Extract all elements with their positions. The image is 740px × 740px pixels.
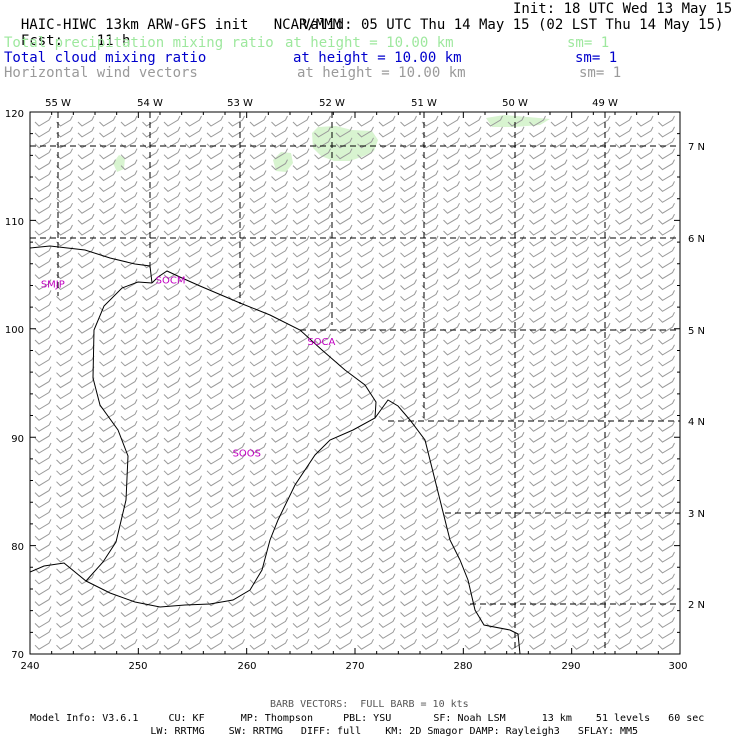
lat-label: 7 N [688,142,705,153]
station-label-socm: SOCM [156,275,186,286]
coastline-north-west [30,245,153,284]
station-label-smjp: SMJP [41,280,65,291]
field-height-precip: at height = 10.00 km [285,35,454,51]
latitude-labels: 7 N 6 N 5 N 4 N 3 N 2 N [688,142,705,611]
field-name-cloud: Total cloud mixing ratio [4,50,207,66]
valid-time: Valid: 05 UTC Thu 14 May 15 (02 LST Thu … [302,17,724,33]
plot-frame [29,111,681,655]
axis-ticks [29,111,681,655]
model-title: HAIC-HIWC 13km ARW-GFS init NCAR/MMM [4,1,341,33]
wind-vector-field [34,115,675,650]
y-tick-label: 100 [5,325,24,336]
barb-legend: BARB VECTORS: FULL BARB = 10 kts [270,699,469,710]
model-info-line2: LW: RRTMG SW: RRTMG DIFF: full KM: 2D Sm… [30,726,639,737]
lat-label: 6 N [688,234,705,245]
lon-label: 54 W [137,98,163,109]
forecast-hour: Fcst: 11 h [4,17,131,49]
x-tick-label: 300 [668,661,687,672]
precip-patch [113,155,125,172]
x-tick-label: 270 [345,661,364,672]
x-tick-label: 260 [237,661,256,672]
precip-patch [486,115,550,127]
y-tick-label: 70 [11,650,24,661]
field-sm-precip: sm= 1 [567,35,610,51]
lat-label: 2 N [688,600,705,611]
y-tick-label: 120 [5,109,24,120]
init-time: Init: 18 UTC Wed 13 May 15 [513,1,733,17]
y-tick-label: 110 [5,217,24,228]
x-tick-label: 250 [128,661,147,672]
model-title-text: HAIC-HIWC 13km ARW-GFS init [20,17,249,33]
x-tick-label: 240 [20,661,39,672]
field-name-precip: Total precipitation mixing ratio [4,35,274,51]
station-label-soos: SOOS [233,449,261,460]
model-info-line1: Model Info: V3.6.1 CU: KF MP: Thompson P… [30,713,705,724]
latlon-grid [30,112,680,654]
lat-label: 4 N [688,417,705,428]
field-sm-wind: sm= 1 [579,65,622,81]
coastline-guiana [151,270,377,419]
y-tick-label: 80 [11,542,24,553]
longitude-labels: 55 W 54 W 53 W 52 W 51 W 50 W 49 W [45,98,618,109]
wind-barbs [34,115,675,650]
lon-label: 51 W [411,98,437,109]
x-tick-label: 280 [453,661,472,672]
center-text: NCAR/MMM [273,17,342,33]
fcst-value: 11 h [96,33,131,49]
lon-label: 55 W [45,98,71,109]
lon-label: 49 W [592,98,618,109]
field-height-cloud: at height = 10.00 km [293,50,462,66]
lat-label: 5 N [688,326,705,337]
x-tick-label: 290 [561,661,580,672]
border-west [30,281,153,582]
field-height-wind: at height = 10.00 km [297,65,466,81]
field-name-wind: Horizontal wind vectors [4,65,198,81]
lat-label: 3 N [688,509,705,520]
tick-marks [29,111,681,655]
station-label-soca: SOCA [307,337,335,348]
x-axis-labels: 240 250 260 270 280 290 300 [20,661,687,672]
y-axis-labels: 70 80 90 100 110 120 [5,109,24,661]
lon-label: 53 W [227,98,253,109]
station-labels: SMJP SOCM SOCA SOOS [41,275,336,459]
field-sm-cloud: sm= 1 [575,50,618,66]
border-south-east [85,399,521,654]
y-tick-label: 90 [11,434,24,445]
coastlines-borders [30,245,521,654]
fcst-label: Fcst: [20,33,64,49]
lon-label: 50 W [502,98,528,109]
lon-label: 52 W [319,98,345,109]
